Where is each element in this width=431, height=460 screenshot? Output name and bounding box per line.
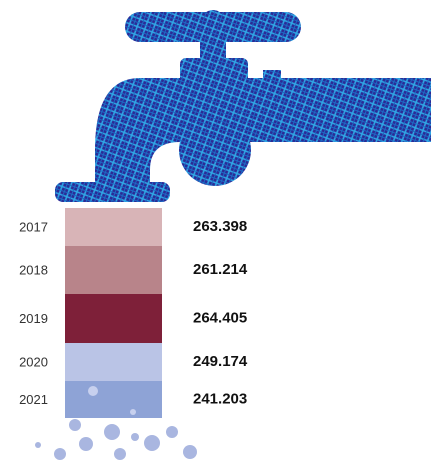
year-label: 2021: [19, 392, 48, 407]
year-label: 2019: [19, 311, 48, 326]
value-label: 249.174: [193, 353, 248, 370]
year-block: [65, 246, 162, 294]
value-label: 264.405: [193, 309, 247, 326]
year-label: 2017: [19, 219, 48, 234]
year-block: [65, 294, 162, 343]
bubbles: [35, 386, 197, 460]
value-label: 261.214: [193, 261, 248, 278]
faucet: [55, 10, 431, 202]
year-block: [65, 343, 162, 381]
year-label: 2020: [19, 354, 48, 369]
year-block: [65, 208, 162, 246]
value-label: 263.398: [193, 218, 247, 235]
blocks: 2017 263.398 2018 261.214 2019 264.405 2020 249…: [19, 208, 248, 418]
value-label: 241.203: [193, 390, 247, 407]
year-label: 2018: [19, 262, 48, 277]
year-block: [65, 381, 162, 418]
